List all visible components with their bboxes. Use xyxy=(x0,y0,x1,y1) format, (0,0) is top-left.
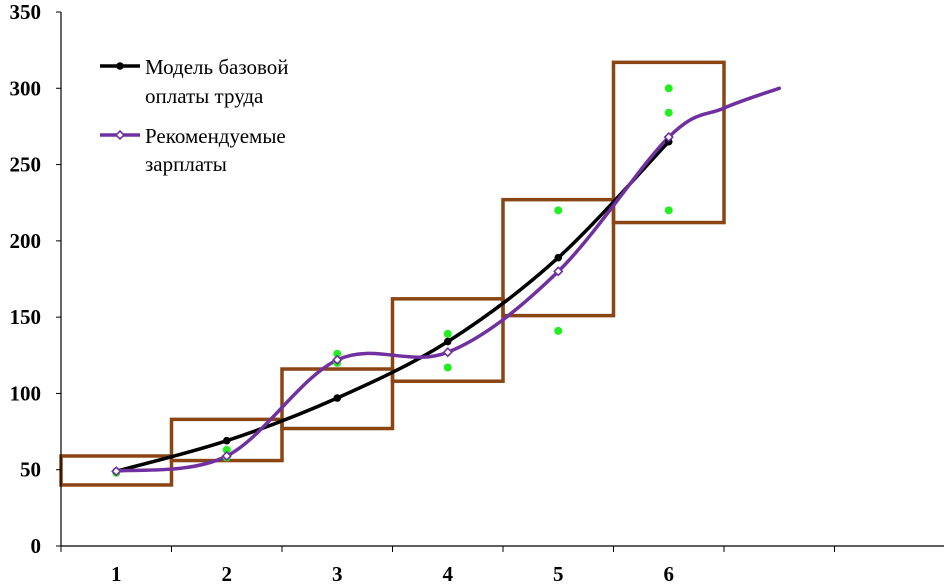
salary-point xyxy=(222,445,231,454)
series-1-point xyxy=(554,253,563,262)
y-tick-label: 0 xyxy=(31,534,42,558)
x-tick-label: 1 xyxy=(111,562,122,584)
series-line-2 xyxy=(114,86,782,473)
series-2-point xyxy=(332,354,343,365)
salary-point xyxy=(333,349,342,358)
legend-item-recommended: Рекомендуемые зарплаты xyxy=(100,124,286,176)
y-tick-label: 350 xyxy=(10,0,42,24)
legend-label-base-model-line2: оплаты труда xyxy=(145,84,264,108)
range-boxes xyxy=(59,60,726,487)
salary-point xyxy=(664,108,673,117)
range-box-6 xyxy=(611,60,726,225)
series-2-point xyxy=(221,450,232,462)
series-markers xyxy=(111,131,674,477)
salary-point xyxy=(443,329,452,338)
y-tick-label: 250 xyxy=(10,153,42,177)
salary-point xyxy=(554,206,563,215)
salary-point xyxy=(664,84,673,93)
series-1-point xyxy=(333,394,342,402)
legend-marker-base-model xyxy=(116,62,124,70)
salary-point xyxy=(443,363,452,372)
legend-item-base-model: Модель базовой оплаты труда xyxy=(100,55,289,108)
series-2-point xyxy=(553,266,564,277)
y-tick-label: 150 xyxy=(10,305,42,329)
y-tick-label: 100 xyxy=(10,381,42,405)
series-1-point xyxy=(443,337,452,346)
legend-marker-recommended xyxy=(114,129,126,141)
range-box-5 xyxy=(501,197,616,318)
legend-label-recommended-line2: зарплаты xyxy=(145,152,227,176)
x-tick-label: 3 xyxy=(332,562,343,584)
series-2-point xyxy=(111,466,122,477)
range-box-3 xyxy=(280,367,395,431)
series-1-point xyxy=(222,436,231,445)
x-tick-label: 2 xyxy=(222,562,233,584)
y-tick-label: 200 xyxy=(10,229,42,253)
y-tick-label: 300 xyxy=(10,76,42,100)
legend: Модель базовой оплаты труда Рекомендуемы… xyxy=(100,55,289,176)
range-box-4 xyxy=(390,297,505,383)
x-tick-label: 5 xyxy=(553,562,564,584)
y-tick-label: 50 xyxy=(20,458,41,482)
series-2-point xyxy=(663,131,674,143)
x-tick-label: 6 xyxy=(664,562,675,584)
legend-label-base-model-line1: Модель базовой xyxy=(145,55,289,79)
series-lines xyxy=(114,86,782,473)
salary-point xyxy=(554,326,563,335)
salary-point xyxy=(664,206,673,215)
x-tick-label: 4 xyxy=(443,562,454,584)
series-line-1 xyxy=(114,139,671,473)
y-tick-labels: 0 50 100 150 200 250 300 350 xyxy=(10,0,61,558)
legend-label-recommended-line1: Рекомендуемые xyxy=(145,124,286,148)
x-tick-labels: 1 2 3 4 5 6 xyxy=(60,546,835,584)
series-2-point xyxy=(442,347,453,358)
